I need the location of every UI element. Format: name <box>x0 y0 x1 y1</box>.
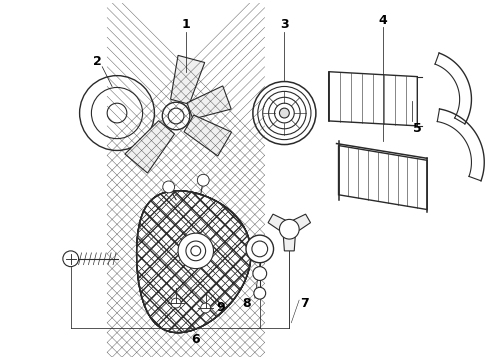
Polygon shape <box>268 214 286 230</box>
Text: 1: 1 <box>182 18 190 31</box>
Polygon shape <box>171 55 205 104</box>
Circle shape <box>63 251 78 267</box>
Polygon shape <box>187 86 231 119</box>
Polygon shape <box>339 145 427 210</box>
Polygon shape <box>329 72 417 126</box>
Text: 7: 7 <box>300 297 308 310</box>
Circle shape <box>197 174 209 186</box>
Polygon shape <box>293 214 311 230</box>
Circle shape <box>178 233 214 269</box>
Polygon shape <box>137 191 251 333</box>
Circle shape <box>254 287 266 299</box>
Circle shape <box>279 219 299 239</box>
Polygon shape <box>184 115 232 156</box>
Text: 6: 6 <box>192 333 200 346</box>
Text: 9: 9 <box>216 301 225 315</box>
Circle shape <box>171 298 181 308</box>
Text: 3: 3 <box>280 18 289 31</box>
Text: 5: 5 <box>413 122 422 135</box>
Circle shape <box>246 235 273 263</box>
Polygon shape <box>137 191 251 333</box>
Circle shape <box>162 102 190 130</box>
Polygon shape <box>125 121 174 173</box>
Circle shape <box>253 267 267 280</box>
Circle shape <box>201 303 211 313</box>
Circle shape <box>163 181 174 193</box>
Circle shape <box>279 108 289 118</box>
Polygon shape <box>137 191 251 333</box>
Text: 4: 4 <box>378 14 387 27</box>
Text: 8: 8 <box>243 297 251 310</box>
Circle shape <box>186 241 206 261</box>
PathPatch shape <box>137 191 251 333</box>
Polygon shape <box>283 237 295 251</box>
Text: 2: 2 <box>93 55 102 68</box>
